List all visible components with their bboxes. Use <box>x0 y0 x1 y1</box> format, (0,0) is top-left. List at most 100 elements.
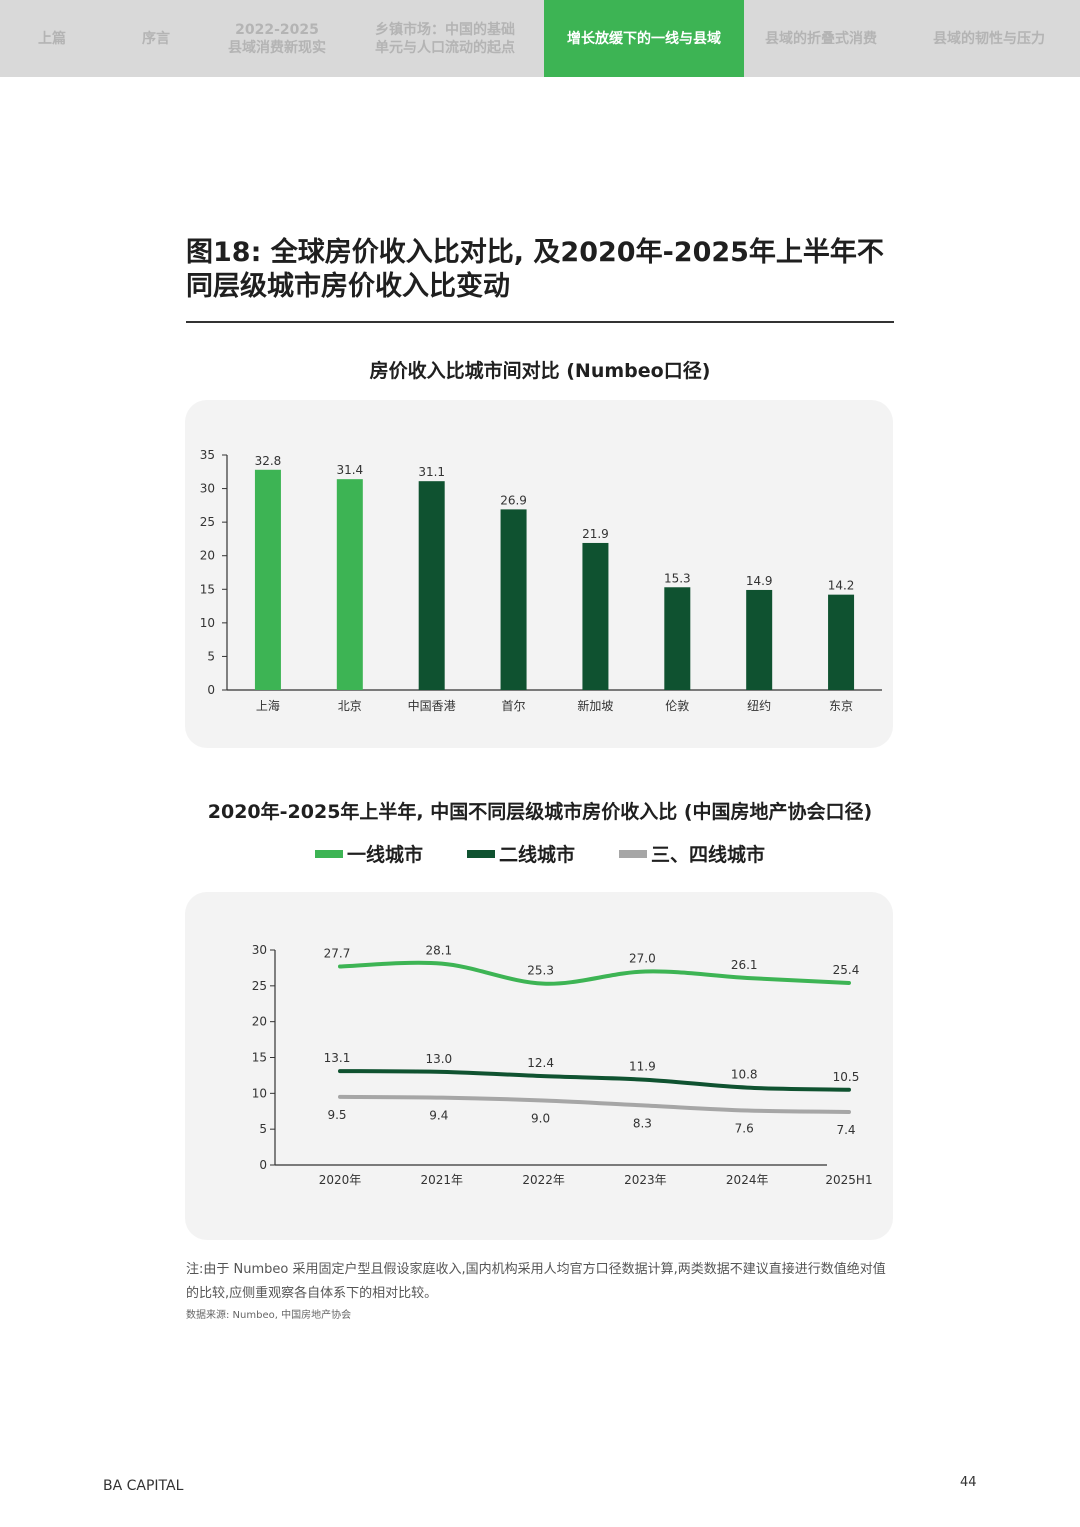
line-chart-title: 2020年-2025年上半年, 中国不同层级城市房价收入比 (中国房地产协会口径… <box>207 801 873 823</box>
nav-tab-preface[interactable]: 序言 <box>104 0 208 77</box>
legend-item-tier3-4: 三、四线城市 <box>619 840 765 867</box>
bar <box>828 594 855 690</box>
data-label: 26.1 <box>731 958 758 972</box>
data-label: 31.4 <box>336 463 363 477</box>
x-tick-label: 2020年 <box>319 1173 362 1187</box>
bar-chart-title: 房价收入比城市间对比 (Numbeo口径) <box>369 360 711 382</box>
legend-swatch <box>314 849 343 858</box>
nav-tab-label: 2022-2025 县域消费新现实 <box>228 21 326 56</box>
figure-title: 图18: 全球房价收入比对比, 及2020年-2025年上半年不同层级城市房价收… <box>186 237 884 302</box>
x-tick-label: 伦敦 <box>665 698 689 713</box>
x-tick-label: 上海 <box>256 698 280 713</box>
y-tick-label: 5 <box>259 1122 267 1136</box>
chart-note: 注:由于 Numbeo 采用固定户型且假设家庭收入,国内机构采用人均官方口径数据… <box>186 1262 886 1301</box>
x-tick-label: 2022年 <box>522 1173 565 1187</box>
data-label: 15.3 <box>664 571 691 585</box>
bar <box>254 469 281 690</box>
legend-label: 三、四线城市 <box>651 844 766 866</box>
x-tick-label: 首尔 <box>502 698 526 713</box>
nav-tab-label: 乡镇市场：中国的基础 单元与人口流动的起点 <box>375 21 515 56</box>
data-label: 12.4 <box>527 1056 554 1070</box>
data-label: 14.2 <box>828 579 855 593</box>
line-chart-legend: 一线城市 二线城市 三、四线城市 <box>186 840 894 867</box>
bar <box>336 479 363 690</box>
bar <box>500 509 527 690</box>
nav-tab-part1[interactable]: 上篇 <box>0 0 104 77</box>
data-label: 26.9 <box>500 493 527 507</box>
data-source: 数据来源: Numbeo, 中国房地产协会 <box>186 1310 352 1321</box>
data-label: 13.1 <box>324 1051 351 1065</box>
y-tick-label: 15 <box>252 1051 267 1065</box>
y-tick-label: 0 <box>259 1158 267 1172</box>
y-tick-label: 20 <box>200 549 215 563</box>
data-label: 10.5 <box>833 1070 860 1084</box>
data-label: 13.0 <box>425 1052 452 1066</box>
data-label: 11.9 <box>629 1060 656 1074</box>
data-label: 9.4 <box>429 1109 448 1123</box>
y-tick-label: 35 <box>200 448 215 462</box>
legend-swatch <box>619 849 647 858</box>
data-label: 31.1 <box>418 465 445 479</box>
data-label: 10.8 <box>731 1068 758 1082</box>
nav-tab-folded-consumption[interactable]: 县域的折叠式消费 <box>744 0 898 77</box>
x-tick-label: 2023年 <box>624 1173 667 1187</box>
data-label: 21.9 <box>582 527 609 541</box>
data-label: 32.8 <box>255 454 282 468</box>
legend-swatch <box>466 849 495 858</box>
line-chart: 0 5 10 15 20 25 30 2020年 2021年 2022年 2023年 2024年 202… <box>252 943 873 1187</box>
y-tick-label: 15 <box>200 582 215 596</box>
nav-tab-label: 县域的韧性与压力 <box>933 30 1045 47</box>
y-tick-label: 5 <box>207 649 215 663</box>
data-label: 7.6 <box>735 1122 754 1136</box>
bar <box>582 542 609 690</box>
series-line <box>338 1069 851 1092</box>
bar <box>746 589 773 690</box>
legend-item-tier1: 一线城市 <box>314 840 423 867</box>
data-label: 27.7 <box>324 946 351 960</box>
x-tick-label: 纽约 <box>747 698 771 713</box>
data-label: 14.9 <box>746 574 773 588</box>
nav-tab-township-market[interactable]: 乡镇市场：中国的基础 单元与人口流动的起点 <box>346 0 544 77</box>
x-tick-label: 中国香港 <box>408 698 456 713</box>
y-tick-label: 25 <box>200 515 215 529</box>
title-divider <box>186 321 894 323</box>
x-tick-label: 2024年 <box>726 1173 769 1187</box>
nav-tab-label: 上篇 <box>38 30 66 47</box>
x-tick-label: 北京 <box>338 699 362 713</box>
footer-brand: BA CAPITAL <box>103 1478 184 1494</box>
bar <box>418 481 445 690</box>
x-tick-label: 东京 <box>829 699 853 713</box>
data-label: 7.4 <box>836 1123 855 1137</box>
nav-tab-label: 县域的折叠式消费 <box>765 30 877 47</box>
y-tick-label: 0 <box>207 683 215 697</box>
data-label: 9.5 <box>327 1108 346 1122</box>
legend-label: 二线城市 <box>498 844 575 866</box>
nav-tab-growth-slowdown[interactable]: 增长放缓下的一线与县域 <box>544 0 744 77</box>
bar-chart-panel: 0 5 10 15 20 25 30 35 32.8 上海 31.4 北京 31.1 中国香港 26.9 首尔… <box>185 400 893 748</box>
page-number: 44 <box>960 1475 977 1490</box>
data-label: 28.1 <box>425 944 452 958</box>
nav-tab-label: 序言 <box>142 30 170 47</box>
data-label: 25.3 <box>527 964 554 978</box>
data-label: 27.0 <box>629 952 656 966</box>
legend-item-tier2: 二线城市 <box>466 840 575 867</box>
nav-tab-label: 增长放缓下的一线与县域 <box>567 30 721 47</box>
legend-label: 一线城市 <box>346 844 423 866</box>
data-label: 8.3 <box>633 1117 652 1131</box>
y-tick-label: 25 <box>252 979 267 993</box>
data-label: 25.4 <box>833 963 860 977</box>
series-line <box>338 960 851 986</box>
y-tick-label: 30 <box>200 482 215 496</box>
y-tick-label: 20 <box>252 1015 267 1029</box>
x-tick-label: 2025H1 <box>825 1173 872 1187</box>
series-line <box>338 1094 851 1114</box>
line-chart-panel: 0 5 10 15 20 25 30 2020年 2021年 2022年 2023年 2024年 202… <box>185 892 893 1240</box>
nav-tab-county-reality[interactable]: 2022-2025 县域消费新现实 <box>208 0 346 77</box>
y-tick-label: 10 <box>200 616 215 630</box>
nav-tab-resilience[interactable]: 县域的韧性与压力 <box>898 0 1080 77</box>
y-tick-label: 30 <box>252 943 267 957</box>
top-nav: 上篇 序言 2022-2025 县域消费新现实 乡镇市场：中国的基础 单元与人口… <box>0 0 1080 77</box>
y-tick-label: 10 <box>252 1086 267 1100</box>
x-tick-label: 2021年 <box>421 1173 464 1187</box>
bar <box>664 587 691 690</box>
